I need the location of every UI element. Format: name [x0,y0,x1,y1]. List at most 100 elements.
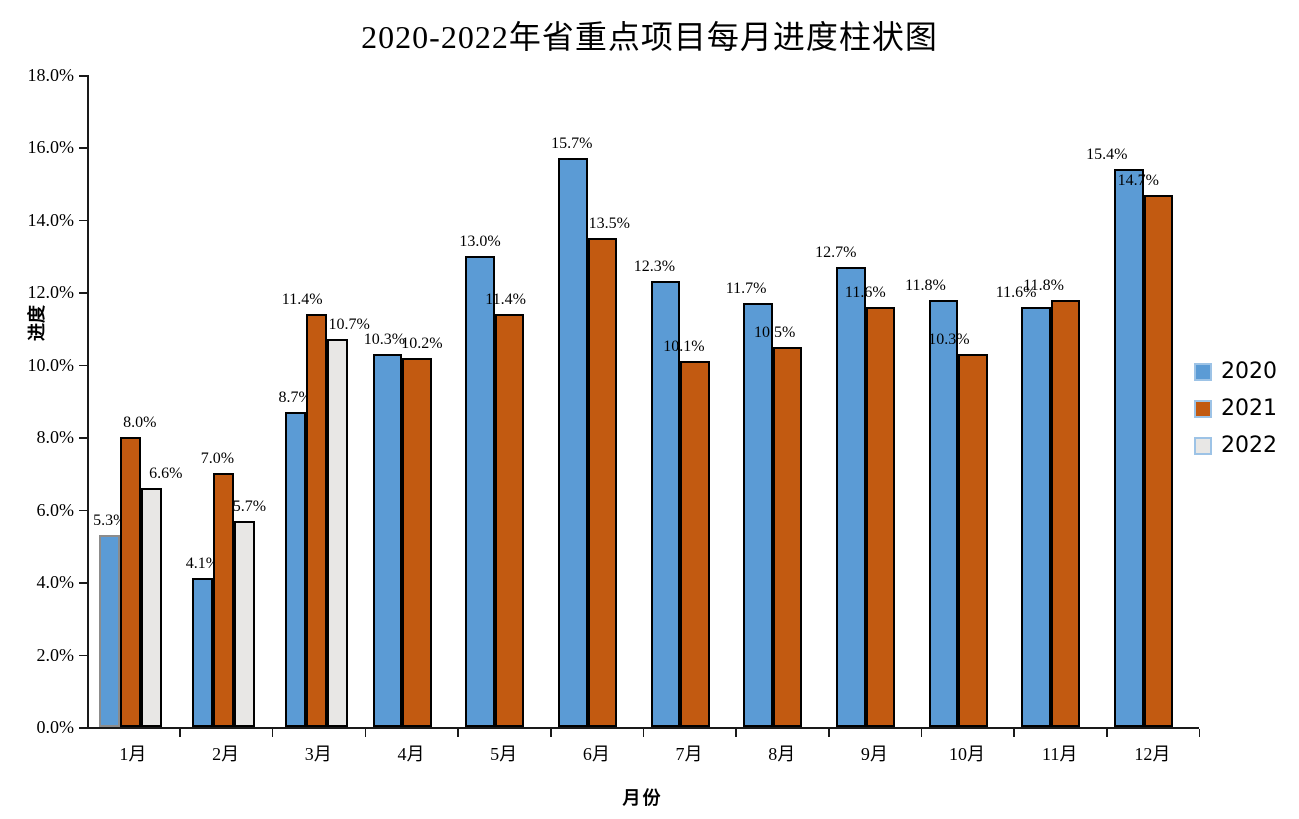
y-tick-label: 16.0% [27,137,75,158]
bar-2020-6月 [558,158,588,727]
bar-label-2020-5月: 13.0% [459,233,501,251]
bar-label-2022-2月: 5.7% [232,497,267,515]
legend-swatch-2021 [1194,400,1212,418]
y-tick [78,437,87,439]
bar-2021-6月 [587,238,617,727]
bar-label-2021-11月: 11.8% [1023,276,1065,294]
x-category-label: 7月 [675,744,703,764]
x-axis-line [86,727,1199,729]
x-axis-title: 月份 [622,788,663,808]
bar-label-2021-8月: 10.5% [753,323,796,341]
legend-swatch-2022 [1194,437,1212,455]
bar-2021-2月 [212,473,234,727]
bar-2020-8月 [743,303,773,727]
bar-label-2020-10月: 11.8% [905,276,946,294]
bar-label-2020-8月: 11.7% [725,280,767,298]
x-tick [550,729,552,737]
bar-2021-11月 [1050,299,1081,727]
bar-2020-3月 [284,411,306,727]
bar-label-2020-3月: 8.7% [278,388,312,406]
bar-label-2020-12月: 15.4% [1086,146,1128,164]
bar-label-2021-9月: 11.6% [844,283,886,301]
bar-2021-12月 [1143,194,1174,727]
bar-label-2020-6月: 15.7% [551,135,593,153]
x-tick [364,729,367,737]
x-category-label: 2月 [212,744,240,764]
x-tick [1198,729,1201,737]
bar-2020-11月 [1021,306,1051,727]
bar-label-2020-2月: 4.1% [185,555,220,573]
y-tick-label: 4.0% [36,572,75,593]
x-category-label: 10月 [949,744,986,764]
bar-2021-3月 [305,314,327,727]
bar-2021-8月 [772,346,803,727]
y-tick-label: 18.0% [27,65,75,85]
y-tick [78,219,87,222]
bar-label-2020-11月: 11.6% [995,283,1037,301]
legend-item-2021: 2021 [1194,397,1277,421]
bar-label-2021-3月: 11.4% [281,291,323,309]
x-tick [457,729,459,737]
legend-item-2020: 2020 [1194,360,1277,384]
bar-label-2020-9月: 12.7% [815,243,857,261]
bar-2020-9月 [836,266,866,727]
bar-label-2021-6月: 13.5% [588,215,630,232]
x-tick [1013,729,1015,737]
bar-2020-1月 [99,535,121,727]
x-category-label: 3月 [304,744,332,764]
y-tick [78,509,87,512]
bar-2022-1月 [141,487,163,727]
bar-label-2020-1月: 5.3% [93,512,127,530]
y-tick-label: 6.0% [36,499,75,520]
y-tick-label: 8.0% [36,427,75,448]
bar-2020-12月 [1114,169,1144,727]
x-category-label: 9月 [860,744,888,764]
bar-label-2022-3月: 10.7% [328,316,370,334]
y-tick [78,727,87,729]
x-category-label: 8月 [768,744,796,764]
bar-2020-2月 [191,578,213,727]
x-tick [735,729,737,737]
x-category-label: 4月 [397,744,425,764]
x-category-label: 11月 [1042,744,1078,764]
x-category-label: 6月 [582,744,610,764]
bar-2020-7月 [650,281,681,727]
bar-2020-5月 [465,256,495,727]
x-tick [828,729,830,737]
bar-label-2022-1月: 6.6% [149,464,183,482]
x-tick [642,729,645,737]
bar-2021-5月 [494,314,525,727]
chart-title: 2020-2022年省重点项目每月进度柱状图 [361,19,938,55]
bar-2021-10月 [958,353,988,727]
y-tick-label: 12.0% [27,282,75,303]
bar-label-2021-4月: 10.2% [401,334,443,352]
y-tick [78,147,87,149]
legend-label-2020: 2020 [1221,359,1277,384]
legend: 2020 2021 2022 [1194,360,1277,471]
bar-2021-4月 [402,357,432,727]
bar-2022-3月 [326,339,348,727]
x-category-label: 12月 [1134,744,1171,764]
legend-label-2021: 2021 [1221,396,1277,421]
bar-label-2021-7月: 10.1% [663,338,705,356]
bar-label-2020-4月: 10.3% [363,330,406,348]
bar-label-2021-5月: 11.4% [485,291,526,309]
bar-label-2020-7月: 12.3% [633,258,676,276]
y-tick [78,75,87,77]
bar-2021-7月 [680,361,710,727]
legend-label-2022: 2022 [1221,433,1277,458]
legend-item-2022: 2022 [1194,434,1277,458]
y-tick-label: 10.0% [27,354,75,375]
x-tick [920,729,923,737]
bar-label-2021-12月: 14.7% [1117,171,1159,189]
y-axis-line [86,75,89,729]
bar-2022-2月 [233,520,255,727]
bar-2020-10月 [928,299,959,727]
x-tick [1106,729,1108,737]
bar-2020-4月 [372,353,403,727]
x-tick [271,729,274,737]
x-tick [179,729,181,737]
y-tick [78,364,87,367]
x-category-label: 5月 [490,744,518,764]
